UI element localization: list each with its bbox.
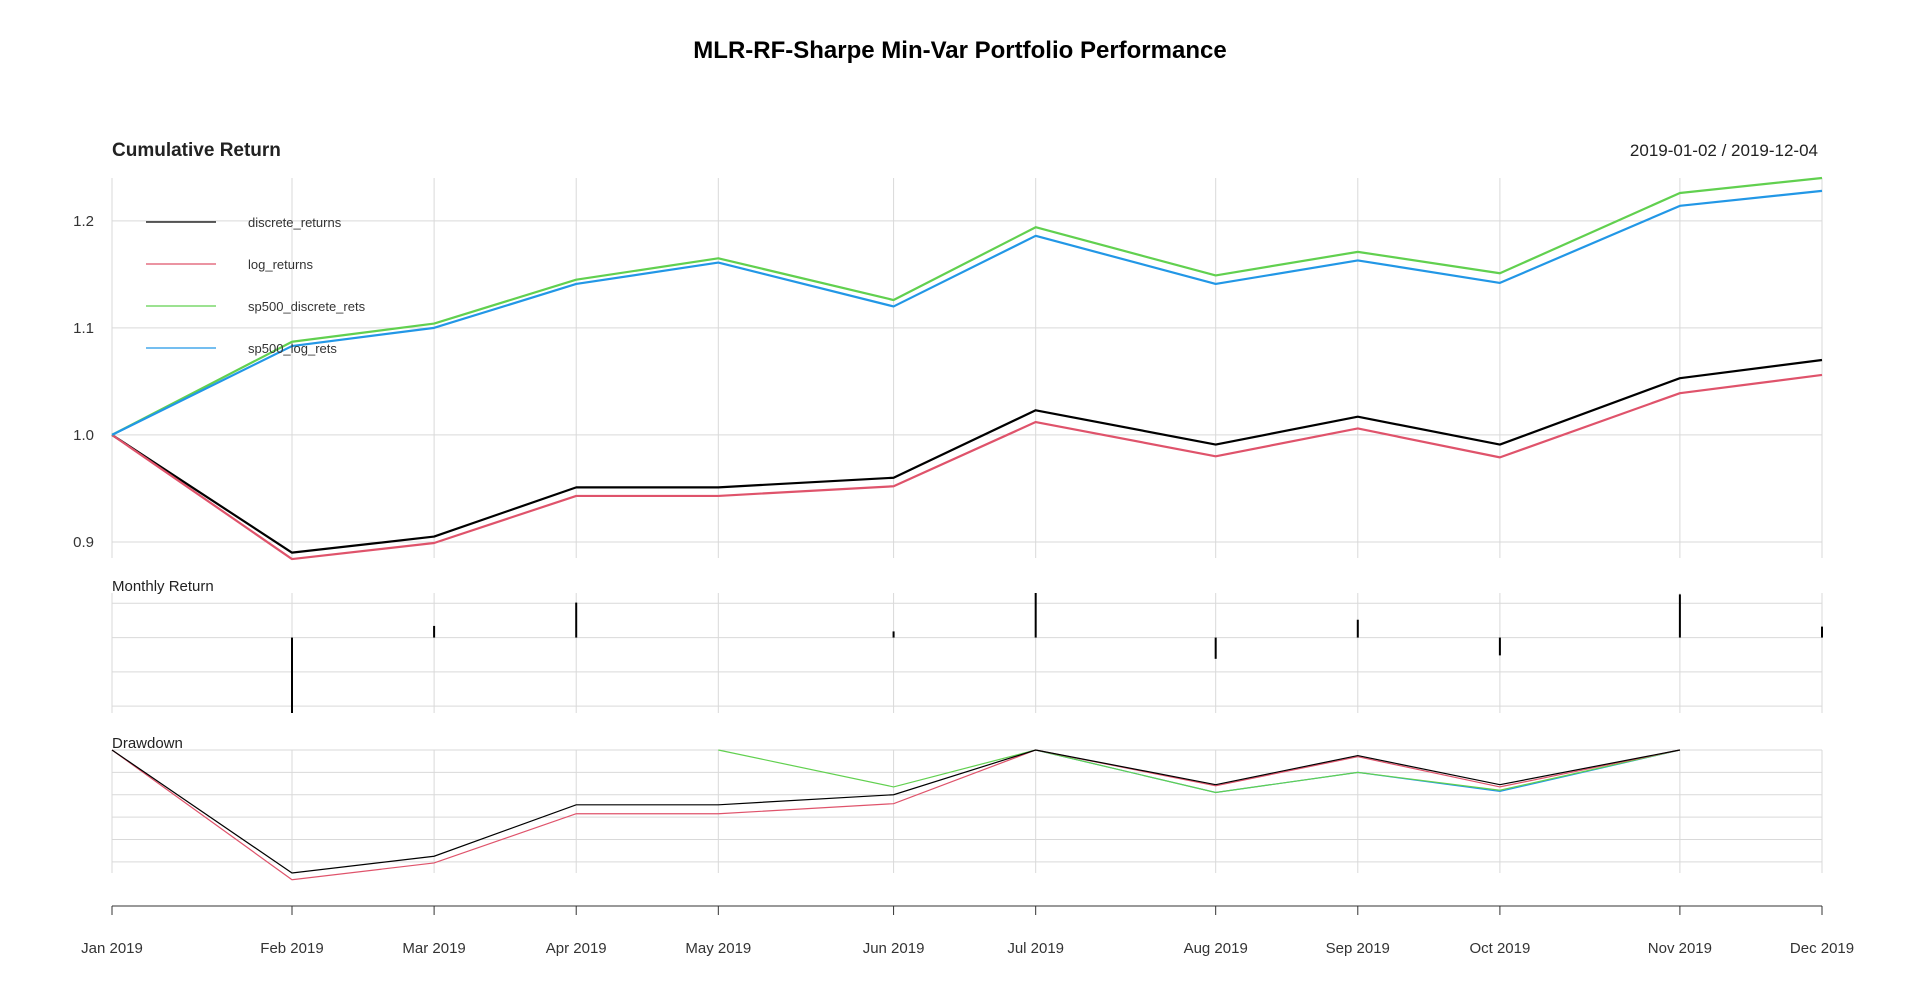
drawdown-series-line-sp500_discrete_rets: [718, 749, 1681, 794]
cumulative-series-line-discrete_returns: [111, 358, 1823, 554]
cumulative-series-line-sp500_log_rets: [111, 189, 1823, 436]
y-tick-label: 1.2: [73, 213, 94, 230]
y-tick-label: 1.0: [73, 427, 94, 444]
x-tick-label: Aug 2019: [1184, 940, 1248, 957]
x-tick-label: Oct 2019: [1469, 940, 1530, 957]
legend-label: log_returns: [248, 257, 314, 272]
x-tick-label: Feb 2019: [260, 940, 323, 957]
legend: discrete_returns log_returns sp500_discret…: [146, 215, 366, 356]
cumulative-series-line-log_returns: [111, 373, 1823, 561]
legend-label: discrete_returns: [248, 215, 342, 230]
mark-layer: [111, 176, 1823, 881]
x-tick-label: Apr 2019: [546, 940, 607, 957]
y-tick-label: 1.1: [73, 320, 94, 337]
y-tick-label: 0.9: [73, 534, 94, 551]
x-tick-label: Sep 2019: [1326, 940, 1390, 957]
cumulative-panel-title: Cumulative Return: [112, 140, 281, 161]
drawdown-series-line-log_returns: [111, 749, 1681, 881]
chart-title: MLR-RF-Sharpe Min-Var Portfolio Performa…: [693, 37, 1226, 64]
x-tick-label: Jul 2019: [1007, 940, 1064, 957]
date-range: 2019-01-02 / 2019-12-04: [1630, 141, 1818, 160]
monthly-panel-title: Monthly Return: [112, 578, 214, 595]
x-tick-label: Mar 2019: [402, 940, 465, 957]
x-tick-label: Dec 2019: [1790, 940, 1854, 957]
grid-layer: [111, 178, 1823, 873]
drawdown-series-line-discrete_returns: [111, 749, 1681, 874]
cumulative-series-line-sp500_discrete_rets: [111, 176, 1823, 436]
x-tick-label: Nov 2019: [1648, 940, 1712, 957]
legend-label: sp500_discrete_rets: [248, 299, 366, 314]
legend-label: sp500_log_rets: [248, 341, 337, 356]
x-tick-label: May 2019: [685, 940, 751, 957]
x-tick-label: Jan 2019: [81, 940, 143, 957]
drawdown-panel-title: Drawdown: [112, 735, 183, 752]
x-axis: 0.9 1.0 1.1 1.2 Jan 2019 Feb 2019 Mar 2019 Apr …: [73, 213, 1854, 957]
x-tick-label: Jun 2019: [863, 940, 925, 957]
